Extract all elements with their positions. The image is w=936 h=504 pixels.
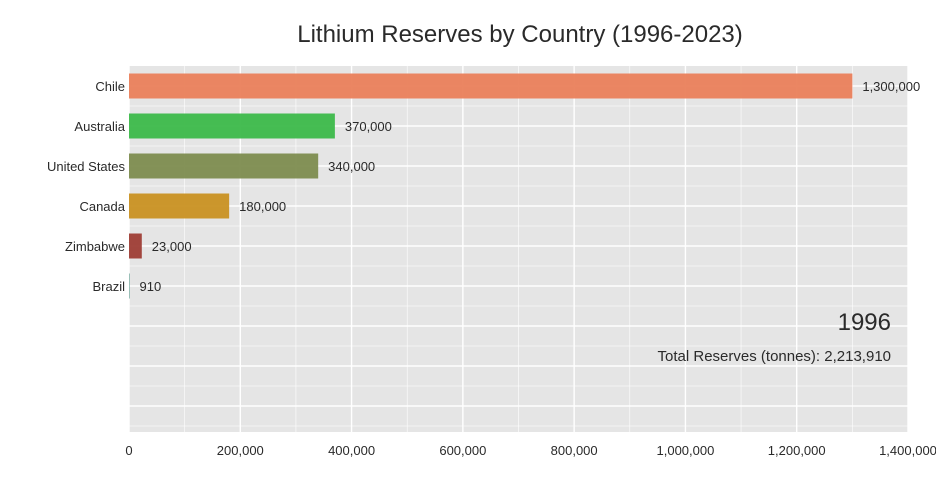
y-tick-label: United States <box>47 159 126 174</box>
y-tick-label: Canada <box>79 199 125 214</box>
y-axis-tick-labels: Chile Australia United States Canada Zimbabw… <box>47 79 126 294</box>
x-tick-label: 1,000,000 <box>657 443 715 458</box>
chart-title: Lithium Reserves by Country (1996-2023) <box>297 21 743 48</box>
bar-chile <box>129 73 853 99</box>
bar-brazil <box>129 273 130 299</box>
bar-canada <box>129 193 230 219</box>
value-label: 1,300,000 <box>862 79 920 94</box>
value-label: 180,000 <box>239 199 286 214</box>
value-label: 23,000 <box>152 239 192 254</box>
bar-united-states <box>129 153 319 179</box>
y-tick-label: Zimbabwe <box>65 239 125 254</box>
year-annotation: 1996 <box>838 309 891 336</box>
x-tick-label: 1,400,000 <box>879 443 936 458</box>
x-tick-label: 200,000 <box>217 443 264 458</box>
bars <box>129 73 853 299</box>
value-label: 910 <box>140 279 162 294</box>
y-tick-label: Australia <box>74 119 125 134</box>
value-label: 370,000 <box>345 119 392 134</box>
x-tick-label: 0 <box>125 443 132 458</box>
value-labels: 1,300,000 370,000 340,000 180,000 23,000 910 <box>140 79 921 294</box>
y-tick-label: Chile <box>95 79 125 94</box>
bar-zimbabwe <box>129 233 142 259</box>
x-tick-label: 1,200,000 <box>768 443 826 458</box>
value-label: 340,000 <box>328 159 375 174</box>
bar-australia <box>129 113 335 139</box>
x-tick-label: 600,000 <box>439 443 486 458</box>
x-axis-tick-labels: 0 200,000 400,000 600,000 800,000 1,000,000 1,… <box>125 443 936 458</box>
x-tick-label: 800,000 <box>551 443 598 458</box>
x-tick-label: 400,000 <box>328 443 375 458</box>
y-tick-label: Brazil <box>92 279 125 294</box>
total-reserves-annotation: Total Reserves (tonnes): 2,213,910 <box>658 348 891 365</box>
